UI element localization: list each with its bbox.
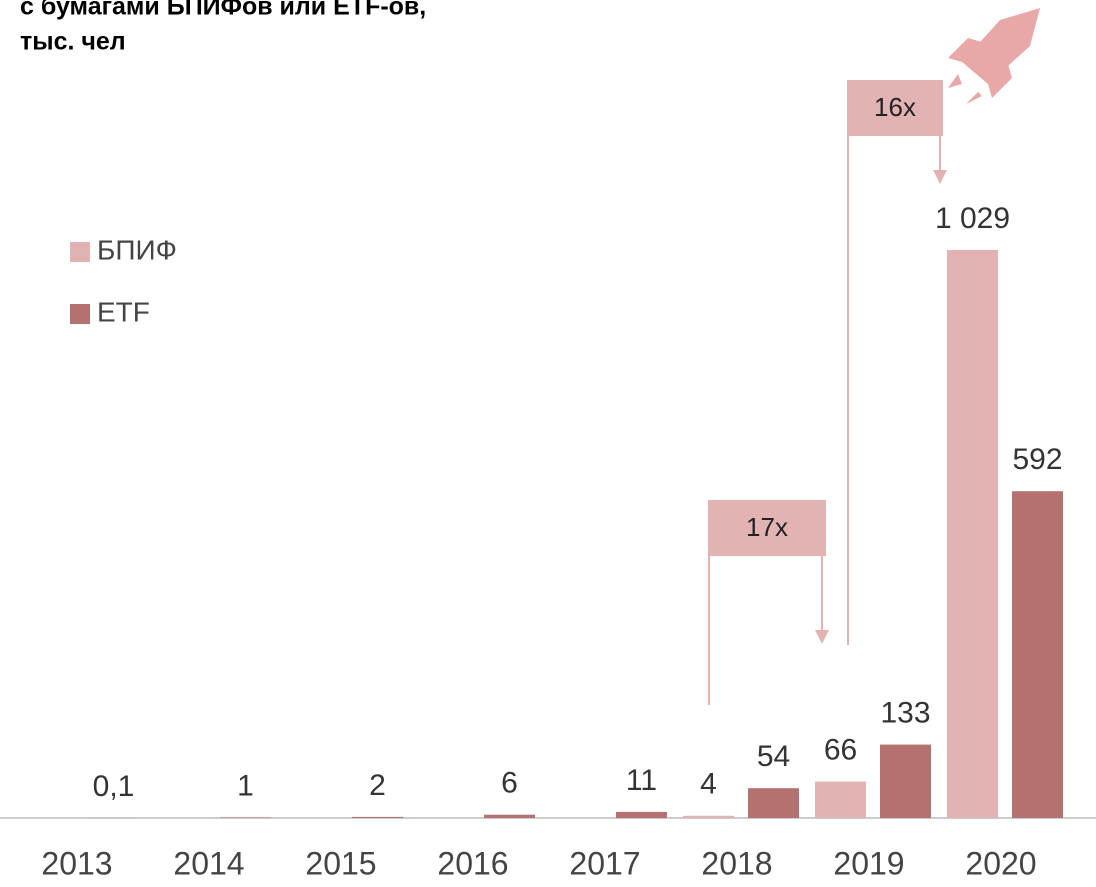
- value-label: 6: [501, 767, 518, 800]
- annotation-box: [708, 500, 826, 556]
- legend-label: БПИФ: [97, 234, 177, 265]
- annotation-17x: [708, 556, 823, 705]
- arrow-head: [815, 630, 829, 644]
- x-tick-label: 2018: [701, 845, 772, 881]
- value-label: 11: [626, 764, 657, 797]
- value-label: 4: [700, 768, 717, 801]
- x-tick-label: 2014: [173, 845, 244, 881]
- chart-title: с бумагами БПИФов или ETF-ов,: [20, 0, 426, 21]
- annotation-text: 17x: [746, 512, 788, 542]
- bar: [748, 788, 799, 818]
- value-label: 0,1: [93, 770, 135, 803]
- value-label: 1: [237, 769, 254, 802]
- value-label: 1 029: [935, 202, 1010, 235]
- value-label: 54: [757, 740, 790, 773]
- x-tick-label: 2020: [965, 845, 1036, 881]
- x-tick-label: 2017: [569, 845, 640, 881]
- annotation-text: 16x: [874, 92, 916, 122]
- legend-swatch: [70, 242, 90, 262]
- bar: [616, 811, 667, 818]
- value-label: 133: [880, 697, 930, 730]
- bar: [352, 816, 403, 818]
- bar: [815, 781, 866, 818]
- bar: [880, 744, 931, 818]
- value-label: 66: [824, 733, 857, 766]
- annotation-16x: [847, 136, 941, 645]
- bar: [1012, 491, 1063, 818]
- legend-swatch: [70, 304, 90, 324]
- x-tick-label: 2015: [305, 845, 376, 881]
- value-label: 592: [1012, 443, 1062, 476]
- bar: [220, 817, 271, 818]
- chart-title: тыс. чел: [20, 28, 126, 56]
- bar: [484, 814, 535, 818]
- arrow-head: [933, 170, 947, 184]
- x-tick-label: 2016: [437, 845, 508, 881]
- value-label: 2: [369, 769, 386, 802]
- legend-label: ETF: [97, 296, 150, 327]
- annotation-box: [847, 80, 943, 136]
- x-tick-label: 2013: [41, 845, 112, 881]
- x-tick-label: 2019: [833, 845, 904, 881]
- bar: [947, 250, 998, 818]
- bar: [683, 815, 734, 818]
- rocket-icon: [948, 8, 1040, 104]
